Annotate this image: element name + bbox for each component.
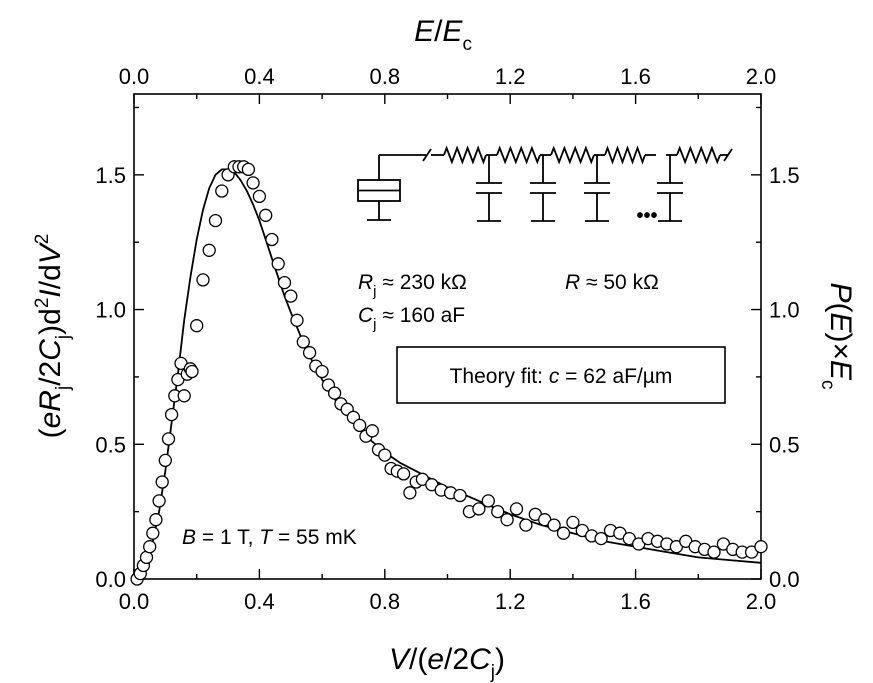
x-tick-label-bottom: 0.0 — [119, 589, 150, 614]
x-tick-label-bottom: 0.8 — [370, 589, 401, 614]
x-tick-label-top: 1.6 — [620, 64, 651, 89]
data-point — [547, 518, 561, 532]
x-tick-label-bottom: 2.0 — [746, 589, 777, 614]
data-point — [152, 494, 166, 508]
x-tick-label-bottom: 1.6 — [620, 589, 651, 614]
data-point — [208, 213, 223, 228]
data-point — [519, 518, 533, 532]
resistor — [496, 145, 541, 165]
data-point — [149, 513, 163, 527]
y-tick-label-left: 1.0 — [95, 298, 126, 323]
y-tick-label-right: 0.5 — [769, 432, 800, 457]
data-point — [277, 275, 292, 290]
x-tick-label-top: 0.4 — [244, 64, 275, 89]
data-point — [481, 494, 495, 508]
data-point — [365, 424, 379, 438]
annotation-rj: Rj ≈ 230 kΩ — [358, 271, 467, 300]
annotation-fit: Theory fit: c = 62 aF/µm — [450, 365, 673, 388]
data-point — [177, 389, 191, 403]
data-point — [472, 502, 486, 516]
annotation-r: R ≈ 50 kΩ — [565, 271, 659, 294]
data-point — [164, 407, 179, 422]
data-point — [327, 386, 342, 400]
data-point — [143, 540, 157, 554]
data-point — [290, 313, 304, 327]
data-point — [215, 184, 229, 198]
y-tick-label-right: 1.0 — [769, 298, 800, 323]
data-point — [315, 364, 329, 379]
lead-mark-right — [723, 148, 733, 162]
data-point — [259, 208, 273, 222]
y-tick-label-left: 0.0 — [95, 567, 126, 592]
data-layer — [130, 160, 768, 586]
data-point — [155, 475, 169, 489]
data-point — [246, 176, 260, 190]
resistor — [550, 145, 595, 165]
data-point — [284, 289, 298, 303]
data-point — [353, 418, 367, 433]
data-point — [707, 545, 721, 559]
x-axis-label-top: E/Ec — [414, 15, 472, 55]
data-point — [594, 531, 608, 546]
ticks-layer — [133, 94, 762, 580]
circuit-ellipsis: ••• — [636, 205, 657, 227]
y-tick-label-right: 1.5 — [769, 163, 800, 188]
data-point — [196, 273, 210, 287]
junction-symbol — [357, 154, 426, 221]
data-point — [566, 515, 580, 530]
data-point — [453, 488, 467, 503]
data-point — [202, 243, 216, 257]
fit-box — [396, 346, 726, 404]
data-point — [500, 513, 514, 527]
annotation-cj: Cj ≈ 160 aF — [358, 304, 465, 333]
ticklabels-layer: 0.00.00.40.40.80.81.21.21.61.62.02.00.0 0… — [95, 64, 799, 614]
y-tick-label-right: 0.0 — [769, 567, 800, 592]
capacitor-array — [476, 155, 683, 222]
lead-mark-left — [422, 148, 432, 162]
resistor — [604, 145, 646, 165]
data-point — [302, 346, 317, 360]
x-tick-label-bottom: 0.4 — [244, 589, 275, 614]
data-point — [556, 526, 571, 540]
x-tick-label-bottom: 1.2 — [495, 589, 526, 614]
data-point — [491, 504, 505, 519]
y-axis-label-right: P(E)×Ec — [817, 282, 857, 389]
data-point — [190, 319, 204, 333]
data-point — [754, 540, 768, 554]
x-tick-label-top: 0.0 — [119, 64, 150, 89]
data-point — [158, 453, 172, 468]
circuit-schematic — [357, 145, 733, 222]
x-tick-label-top: 2.0 — [746, 64, 777, 89]
data-point — [396, 467, 411, 481]
data-point — [378, 448, 392, 462]
annotation-conditions: B = 1 T, T = 55 mK — [182, 526, 357, 549]
x-tick-label-top: 0.8 — [370, 64, 401, 89]
x-axis-label-bottom: V/(e/2Cj) — [389, 643, 505, 683]
resistor — [443, 145, 487, 165]
data-point — [265, 232, 279, 247]
data-point — [185, 364, 199, 379]
data-point — [146, 526, 160, 540]
data-point — [271, 257, 285, 271]
resistor — [676, 145, 721, 165]
resistor-chain — [422, 145, 733, 165]
data-point — [296, 335, 310, 349]
y-axis-label-left: (eRj/2Cj)d2I/dV2 — [32, 234, 74, 439]
data-point — [252, 189, 267, 204]
y-tick-label-left: 1.5 — [95, 163, 126, 188]
data-point — [161, 432, 176, 446]
data-point — [403, 486, 417, 500]
data-point — [241, 162, 256, 177]
data-point — [509, 502, 524, 516]
x-tick-label-top: 1.2 — [495, 64, 526, 89]
y-tick-label-left: 0.5 — [95, 432, 126, 457]
